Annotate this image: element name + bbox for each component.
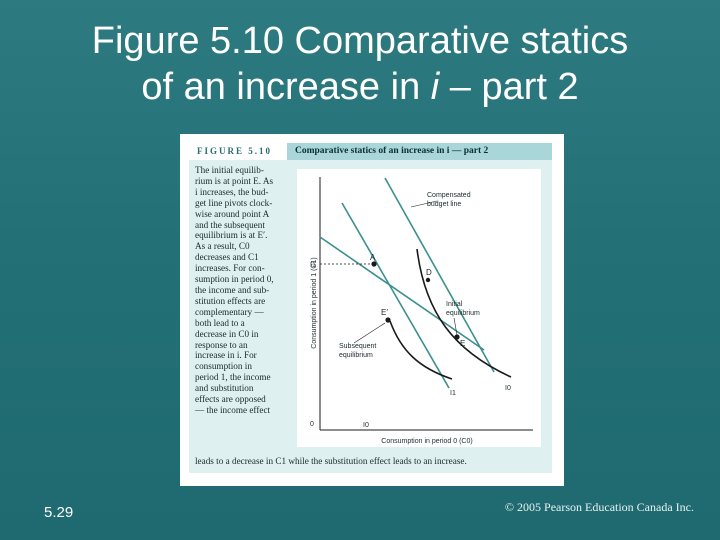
point-e-prime-marker [385, 317, 391, 323]
figure-body-line: The initial equilib- [195, 165, 264, 175]
point-a-label: A [370, 253, 376, 262]
point-d-label: D [426, 268, 432, 277]
figure-body-line: increase in i. For [195, 350, 257, 361]
figure-body-line: equilibrium is at E′. [195, 230, 268, 241]
figure-body-line: sumption in period 0, [195, 274, 274, 285]
y-tick-i1: I1 [310, 262, 316, 269]
figure-body-text: The initial equilib-rium is at point E. … [195, 165, 295, 416]
title-prefix: of an increase in [141, 66, 431, 108]
initial-pointer [453, 317, 458, 336]
figure-label: FIGURE 5.10 [189, 143, 287, 160]
figure-body-line: decrease in C0 in [195, 328, 259, 339]
figure-header: FIGURE 5.10 Comparative statics of an in… [189, 143, 552, 160]
plot-area [297, 169, 541, 447]
figure-footer-text: leads to a decrease in C1 while the subs… [195, 456, 467, 466]
figure-body-line: period 1, the income [195, 372, 271, 383]
origin-label: 0 [310, 421, 314, 428]
figure-body-line: effects are opposed [195, 394, 266, 405]
point-e-label: E [460, 339, 465, 348]
figure-body-line: both lead to a [195, 317, 245, 328]
curve-i1-label: I1 [450, 390, 456, 397]
figure-body-line: stitution effects are [195, 295, 266, 306]
figure-body-line: rium is at point E. As [195, 175, 274, 186]
x-axis-label: Consumption in period 0 (C0) [381, 438, 472, 445]
subsequent-budget-line [341, 202, 450, 389]
figure-body-line: and substitution [195, 383, 254, 394]
figure-frame: FIGURE 5.10 Comparative statics of an in… [180, 134, 564, 486]
x-tick-i0: I0 [363, 422, 369, 429]
figure-body-line: As a result, C0 [195, 241, 250, 252]
figure-body-line: get line pivots clock- [195, 197, 273, 208]
initial-label-2: equilibrium [446, 310, 480, 317]
figure-body-line: wise around point A [195, 208, 270, 219]
indifference-curve-i1 [389, 320, 453, 380]
point-d-marker [425, 277, 431, 283]
compensated-label-1: Compensated [427, 192, 471, 199]
figure-body-line: consumption in [195, 361, 252, 372]
figure-body-line: the income and sub- [195, 284, 270, 295]
figure-caption-title: Comparative statics of an increase in i … [287, 143, 552, 160]
curve-i0-label: I0 [505, 385, 511, 392]
figure-body-line: decreases and C1 [195, 252, 259, 263]
y-axis-label: Consumption in period 1 (C1) [311, 257, 318, 348]
subsequent-label-1: Subsequent [339, 343, 376, 350]
indifference-curve-i0 [416, 248, 512, 378]
subsequent-pointer [353, 322, 386, 344]
slide-title-line2: of an increase in i – part 2 [0, 64, 720, 110]
compensated-budget-line [384, 177, 495, 373]
figure-body-line: — the income effect [195, 404, 271, 415]
figure-body-line: response to an [195, 339, 248, 350]
slide-number: 5.29 [44, 504, 74, 521]
compensated-pointer [410, 200, 438, 208]
title-italic-i: i [430, 66, 440, 108]
slide-title: Figure 5.10 Comparative statics of an in… [0, 18, 720, 110]
figure-body-line: and the subsequent [195, 219, 265, 230]
title-suffix: – part 2 [439, 66, 579, 108]
figure-body-line: i increases, the bud- [195, 186, 269, 197]
figure-body-line: increases. For con- [195, 263, 265, 274]
figure-body-line: complementary — [195, 306, 264, 317]
initial-budget-line [319, 236, 485, 351]
point-e-prime-label: E′ [381, 308, 388, 317]
point-a-marker [371, 261, 377, 267]
initial-label-1: Initial [446, 301, 463, 308]
copyright-notice: © 2005 Pearson Education Canada Inc. [504, 500, 694, 514]
subsequent-label-2: equilibrium [339, 352, 373, 359]
comparative-statics-diagram: Consumption in period 1 (C1) Consumption… [310, 177, 533, 445]
slide-title-line1: Figure 5.10 Comparative statics [91, 20, 629, 62]
point-e-marker [454, 334, 460, 340]
figure-panel: FIGURE 5.10 Comparative statics of an in… [189, 143, 552, 473]
compensated-label-2: budget line [427, 201, 461, 208]
